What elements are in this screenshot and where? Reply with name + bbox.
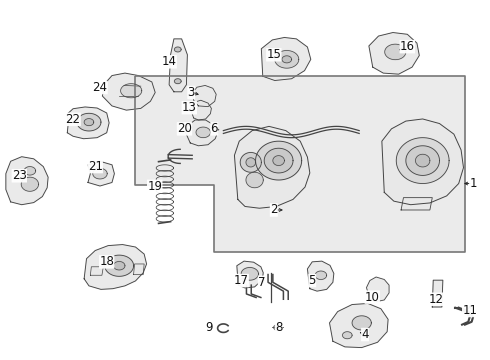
Polygon shape: [6, 157, 48, 205]
Text: 7: 7: [258, 276, 266, 289]
Text: 9: 9: [205, 321, 213, 334]
Polygon shape: [274, 325, 281, 330]
Polygon shape: [369, 32, 419, 74]
Text: 1: 1: [469, 177, 477, 190]
Text: 12: 12: [429, 293, 443, 306]
Polygon shape: [275, 50, 299, 68]
Text: 4: 4: [361, 328, 369, 341]
Polygon shape: [174, 47, 181, 52]
Polygon shape: [432, 280, 443, 307]
Polygon shape: [192, 85, 216, 107]
Text: 24: 24: [93, 81, 107, 94]
Text: 15: 15: [267, 48, 281, 61]
Polygon shape: [307, 261, 334, 291]
Text: 6: 6: [211, 122, 218, 135]
Polygon shape: [190, 100, 211, 120]
Polygon shape: [24, 167, 36, 175]
Polygon shape: [93, 168, 107, 179]
Polygon shape: [343, 332, 352, 339]
Text: 10: 10: [365, 291, 380, 303]
Polygon shape: [196, 127, 210, 138]
Polygon shape: [134, 264, 144, 275]
Polygon shape: [401, 198, 432, 210]
Polygon shape: [246, 158, 256, 167]
Polygon shape: [315, 271, 327, 279]
Polygon shape: [102, 73, 155, 110]
Text: 11: 11: [462, 304, 477, 317]
Polygon shape: [169, 39, 187, 92]
Polygon shape: [264, 148, 293, 173]
Polygon shape: [352, 316, 371, 330]
Polygon shape: [385, 44, 406, 60]
Polygon shape: [234, 126, 310, 208]
Polygon shape: [273, 156, 284, 166]
Polygon shape: [88, 161, 114, 186]
Text: 14: 14: [162, 55, 176, 68]
Polygon shape: [84, 244, 147, 289]
Polygon shape: [396, 138, 449, 184]
Polygon shape: [174, 79, 181, 84]
Text: 20: 20: [177, 122, 192, 135]
Polygon shape: [256, 141, 302, 180]
Polygon shape: [67, 107, 109, 139]
Text: 8: 8: [275, 321, 282, 334]
Text: 17: 17: [234, 274, 248, 287]
Polygon shape: [329, 303, 388, 348]
Polygon shape: [21, 177, 39, 191]
Polygon shape: [241, 267, 258, 280]
Polygon shape: [121, 84, 142, 98]
Polygon shape: [261, 37, 311, 81]
Text: 19: 19: [147, 180, 162, 193]
Polygon shape: [246, 172, 263, 188]
Polygon shape: [237, 261, 263, 288]
Text: 13: 13: [182, 101, 196, 114]
Text: 18: 18: [99, 255, 114, 268]
Polygon shape: [240, 153, 261, 172]
Text: 16: 16: [400, 40, 415, 53]
FancyBboxPatch shape: [135, 76, 214, 185]
Polygon shape: [84, 118, 94, 126]
Polygon shape: [90, 267, 103, 275]
Text: 23: 23: [12, 169, 27, 182]
Text: 22: 22: [66, 113, 80, 126]
Polygon shape: [406, 146, 440, 175]
Polygon shape: [282, 56, 292, 63]
FancyBboxPatch shape: [214, 76, 465, 252]
Text: 5: 5: [309, 274, 316, 287]
Text: 3: 3: [188, 86, 195, 99]
Polygon shape: [77, 113, 101, 131]
Polygon shape: [105, 255, 134, 276]
Polygon shape: [367, 277, 389, 302]
Text: 21: 21: [88, 160, 103, 173]
Polygon shape: [382, 119, 464, 205]
Text: 2: 2: [270, 203, 277, 216]
Polygon shape: [416, 154, 430, 167]
Polygon shape: [185, 120, 218, 146]
Polygon shape: [113, 261, 125, 270]
